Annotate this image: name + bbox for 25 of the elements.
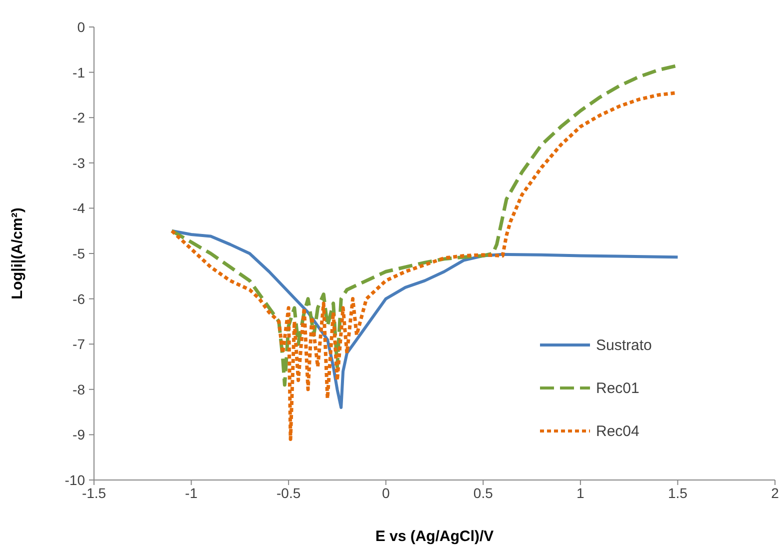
legend-label: Rec01 (596, 380, 640, 397)
x-tick-label: 0.5 (473, 485, 494, 501)
y-tick-label: -5 (72, 246, 86, 262)
x-tick-label: 1.5 (668, 485, 688, 501)
y-tick-label: -8 (72, 381, 86, 398)
x-tick-label: 2 (771, 485, 780, 501)
y-tick-label: -4 (72, 200, 86, 216)
x-tick-label: -1.5 (82, 485, 106, 501)
x-tick-label: 0 (382, 485, 390, 501)
y-tick-label: -9 (72, 426, 86, 443)
y-tick-label: -2 (72, 110, 86, 126)
x-tick-label: -0.5 (276, 485, 301, 501)
y-tick-label: -3 (72, 154, 86, 171)
x-tick-label: 1 (576, 485, 585, 501)
y-tick-label: -1 (72, 64, 86, 80)
y-tick-label: 0 (77, 19, 86, 35)
x-axis-title: E vs (Ag/AgCl)/V (375, 528, 494, 545)
y-tick-label: -6 (72, 290, 86, 307)
y-tick-label: -7 (72, 336, 86, 352)
y-tick-label: -10 (64, 472, 86, 488)
legend-label: Sustrato (596, 337, 652, 354)
legend-label: Rec04 (596, 423, 640, 440)
y-axis-title: Log|i|(A/cm²) (9, 208, 26, 300)
x-tick-label: -1 (185, 485, 198, 501)
line-series (170, 229, 680, 410)
